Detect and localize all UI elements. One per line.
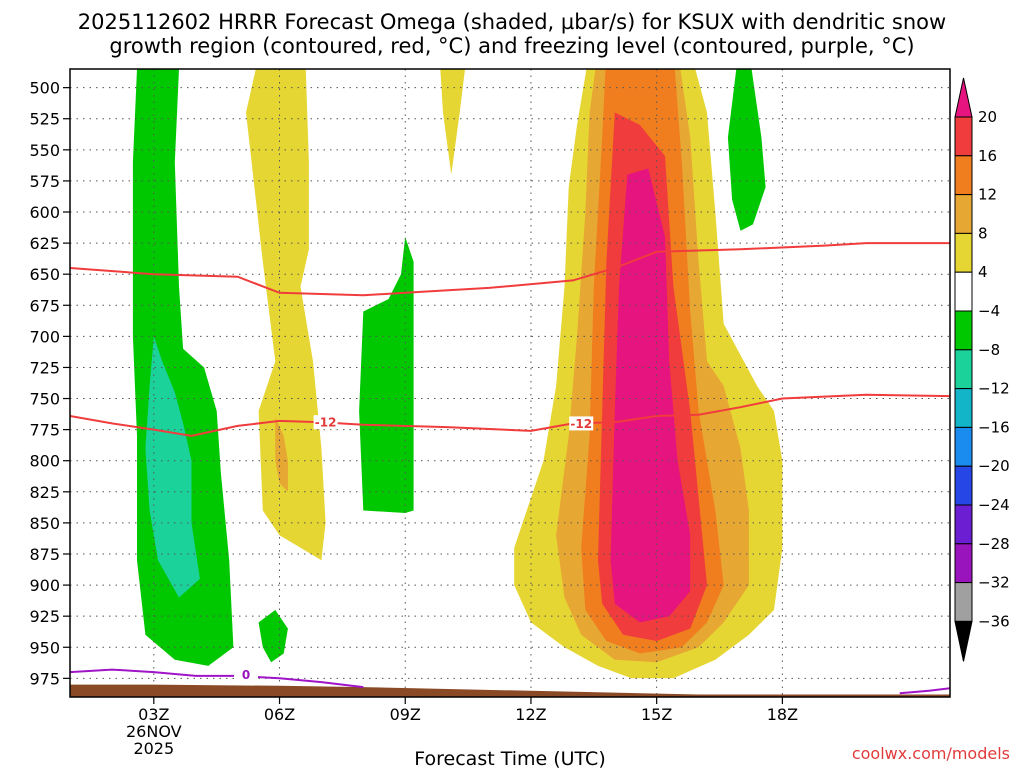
contour-label-bg-0	[313, 415, 338, 430]
y-tick-label-525: 525	[29, 110, 60, 129]
x-tick-label-12Z: 12Z	[515, 705, 546, 724]
colorbar-label-4: 4	[978, 263, 988, 281]
y-tick-label-900: 900	[29, 576, 60, 595]
freezing-contour-1	[899, 687, 950, 695]
colorbar-top-arrow	[954, 77, 973, 118]
y-axis: 500 525 550 575 600 625 650 675 700 725 750 775 800 8…	[29, 79, 70, 688]
omega-region-green-spot-06z	[258, 610, 288, 663]
credit-text: coolwx.com/models	[852, 744, 1010, 763]
x-tick-label-15Z: 15Z	[641, 705, 672, 724]
colorbar-bin-0	[954, 116, 973, 157]
chart-title-line-1: 2025112602 HRRR Forecast Omega (shaded, …	[78, 10, 946, 34]
colorbar-label-7: −12	[978, 380, 1010, 398]
omega-region-orange-spot-06z	[275, 417, 288, 492]
colorbar-bin-11	[954, 543, 973, 584]
colorbar-bin-3	[954, 232, 973, 273]
x-tick-year-label: 2025	[133, 739, 174, 758]
colorbar-bin-4	[954, 271, 973, 312]
y-tick-label-925: 925	[29, 607, 60, 626]
colorbar-bin-10	[954, 504, 973, 545]
omega-region-teal-core-03z	[145, 336, 200, 598]
grid-lines	[70, 69, 950, 697]
colorbar-bottom-arrow	[954, 620, 973, 662]
y-tick-label-875: 875	[29, 545, 60, 564]
contour-label-1: -12	[570, 417, 592, 431]
colorbar-label-6: −8	[978, 341, 1000, 359]
y-tick-label-700: 700	[29, 327, 60, 346]
colorbar-bin-5	[954, 310, 973, 351]
colorbar-label-12: −32	[978, 574, 1010, 592]
colorbar-label-10: −24	[978, 496, 1010, 514]
dgz-contour-1	[70, 393, 950, 437]
colorbar-label-1: 16	[978, 147, 997, 165]
y-tick-label-850: 850	[29, 514, 60, 533]
y-tick-label-500: 500	[29, 79, 60, 98]
colorbar-label-9: −20	[978, 457, 1010, 475]
contour-labels: -12 -12 0	[234, 415, 594, 682]
y-tick-label-675: 675	[29, 296, 60, 315]
y-tick-label-725: 725	[29, 358, 60, 377]
colorbar-label-5: −4	[978, 302, 1000, 320]
x-tick-label-06Z: 06Z	[264, 705, 295, 724]
contour-label-bg-1	[569, 416, 594, 431]
colorbar-bin-2	[954, 194, 973, 234]
colorbar-bin-12	[954, 582, 973, 622]
y-tick-label-575: 575	[29, 172, 60, 191]
freezing-contour-0	[70, 668, 364, 689]
contour-label-bg-2	[234, 667, 258, 682]
dgz-contour-0	[70, 242, 950, 297]
colorbar-bin-6	[954, 349, 973, 390]
y-tick-label-800: 800	[29, 452, 60, 471]
contour-label-0: -12	[315, 416, 337, 430]
chart-title-line-2: growth region (contoured, red, °C) and f…	[109, 34, 914, 58]
y-tick-label-750: 750	[29, 390, 60, 409]
colorbar-label-2: 12	[978, 186, 997, 204]
y-tick-label-775: 775	[29, 421, 60, 440]
terrain-layer	[70, 684, 950, 697]
colorbar-bin-1	[954, 155, 973, 196]
omega-region-yellow-sliver-10z	[440, 69, 466, 175]
omega-region-magenta-core-14z	[610, 168, 691, 623]
colorbar-bin-8	[954, 426, 973, 467]
y-tick-label-625: 625	[29, 234, 60, 253]
colorbar-bin-7	[954, 388, 973, 428]
x-tick-label-03Z: 03Z	[138, 705, 169, 724]
colorbar-label-8: −16	[978, 418, 1010, 436]
colorbar-label-13: −36	[978, 612, 1010, 630]
omega-region-yellow-column-06z	[246, 69, 326, 561]
x-tick-label-18Z: 18Z	[767, 705, 798, 724]
plot-frame	[69, 68, 951, 698]
colorbar-label-3: 8	[978, 224, 988, 242]
y-tick-label-550: 550	[29, 141, 60, 160]
y-tick-label-650: 650	[29, 265, 60, 284]
colorbar-label-0: 20	[978, 108, 997, 126]
contour-label-2: 0	[242, 668, 250, 682]
x-axis-title: Forecast Time (UTC)	[414, 748, 605, 768]
terrain-fill	[70, 684, 950, 697]
colorbar-label-11: −28	[978, 535, 1010, 553]
omega-region-green-column-09z	[359, 236, 414, 513]
x-tick-date-label: 26NOV	[126, 722, 182, 741]
y-tick-label-975: 975	[29, 669, 60, 688]
colorbar-bin-9	[954, 465, 973, 506]
omega-shaded-regions	[132, 69, 783, 679]
x-tick-label-09Z: 09Z	[390, 705, 421, 724]
y-tick-label-600: 600	[29, 203, 60, 222]
y-tick-label-825: 825	[29, 483, 60, 502]
colorbar: 20 16 12 8 4 −4 −8 −12 −16 −20 −24 −28 −32 −36	[954, 77, 1010, 662]
y-tick-label-950: 950	[29, 638, 60, 657]
contour-lines	[70, 242, 950, 695]
